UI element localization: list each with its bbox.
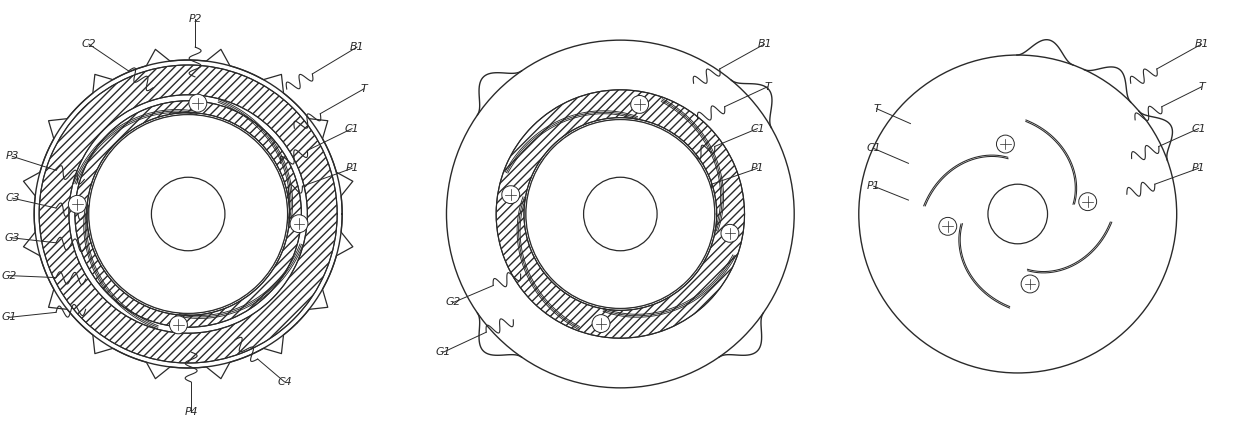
Text: C1: C1 [750, 124, 765, 134]
Circle shape [1021, 275, 1039, 293]
Circle shape [591, 315, 610, 333]
Text: T: T [764, 82, 771, 92]
Text: B1: B1 [758, 39, 771, 49]
Circle shape [502, 186, 520, 204]
Text: G2: G2 [1, 270, 17, 281]
Wedge shape [40, 65, 337, 363]
Text: T: T [361, 84, 367, 94]
Circle shape [151, 177, 224, 251]
Circle shape [997, 135, 1014, 153]
Text: C2: C2 [82, 39, 95, 49]
Text: C3: C3 [5, 193, 20, 203]
Circle shape [720, 224, 739, 242]
Circle shape [584, 177, 657, 251]
Circle shape [170, 316, 187, 334]
Text: T: T [1198, 82, 1205, 92]
Circle shape [631, 95, 649, 113]
Text: C1: C1 [1192, 124, 1205, 134]
Text: P1: P1 [346, 163, 358, 173]
Wedge shape [74, 101, 301, 327]
Text: C1: C1 [345, 124, 360, 134]
Circle shape [188, 94, 207, 112]
Text: B1: B1 [350, 42, 365, 52]
Text: P1: P1 [1192, 163, 1205, 173]
Text: G1: G1 [436, 347, 451, 357]
Text: P4: P4 [185, 407, 198, 417]
Circle shape [1079, 193, 1096, 211]
Text: P1: P1 [867, 181, 880, 191]
Text: P2: P2 [188, 14, 202, 24]
Text: T: T [873, 104, 880, 114]
Circle shape [526, 119, 714, 309]
Text: C1: C1 [867, 143, 880, 153]
Circle shape [290, 215, 308, 233]
Text: G3: G3 [5, 233, 20, 243]
Text: P3: P3 [6, 152, 19, 161]
Text: C4: C4 [278, 377, 291, 387]
Circle shape [68, 195, 87, 213]
Text: P1: P1 [750, 163, 764, 173]
Circle shape [89, 115, 288, 313]
Text: B1: B1 [1194, 39, 1209, 49]
Circle shape [446, 40, 794, 388]
Circle shape [939, 217, 957, 235]
Text: G2: G2 [446, 297, 461, 307]
Circle shape [988, 184, 1048, 244]
Circle shape [859, 55, 1177, 373]
Text: G1: G1 [1, 312, 17, 322]
Wedge shape [496, 90, 744, 338]
